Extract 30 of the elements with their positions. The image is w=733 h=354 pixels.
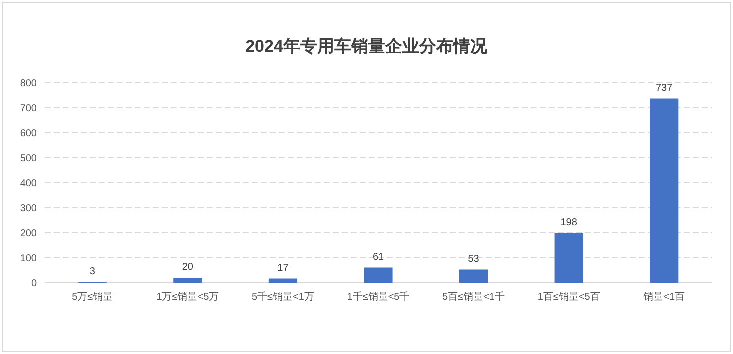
bar <box>268 278 298 283</box>
x-tick-label: 销量<1百 <box>642 292 686 303</box>
y-tick-label: 500 <box>20 154 38 164</box>
x-tick-label: 1万≤销量<5万 <box>156 292 220 303</box>
data-label: 20 <box>182 262 194 273</box>
y-tick-label: 800 <box>20 78 38 90</box>
y-tick-label: 200 <box>20 228 38 240</box>
data-label: 61 <box>372 252 384 263</box>
data-label: 3 <box>90 266 96 278</box>
bar <box>554 234 584 283</box>
x-tick-label: 1千≤销量<5千 <box>347 291 410 303</box>
bar <box>174 278 202 283</box>
x-tick-label: 5万≤销量 <box>72 292 114 303</box>
bar <box>650 98 679 283</box>
x-tick-label: 1百≤销量<5百 <box>538 292 600 303</box>
bar <box>364 268 393 283</box>
x-tick-label: 5百≤销量<1千 <box>442 291 506 303</box>
y-tick-label: 100 <box>20 254 38 264</box>
data-label: 198 <box>560 218 578 228</box>
y-tick-label: 400 <box>20 178 38 190</box>
bar <box>459 270 488 283</box>
data-label: 17 <box>278 262 290 274</box>
y-tick-label: 700 <box>20 104 38 114</box>
y-tick-label: 0 <box>31 278 38 290</box>
x-tick-label: 5千≤销量<1万 <box>252 291 314 303</box>
y-tick-label: 600 <box>20 128 38 140</box>
data-label: 53 <box>468 254 480 265</box>
data-label: 737 <box>656 82 674 94</box>
chart-title: 2024年专用车销量企业分布情况 <box>246 37 488 56</box>
y-tick-label: 300 <box>20 204 38 214</box>
